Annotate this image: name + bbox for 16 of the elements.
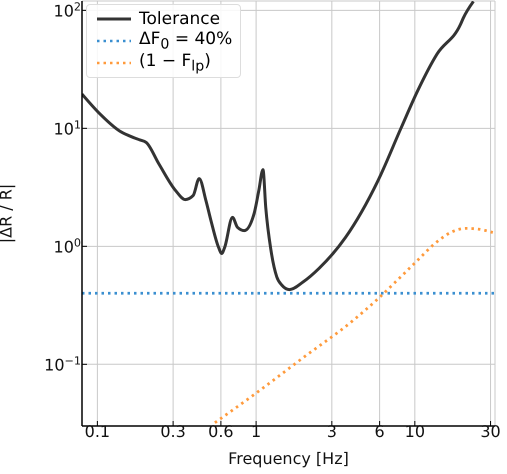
y-tick-label: 10$^{1}$	[54, 118, 81, 138]
y-tick-label: 10$^{−1}$	[44, 354, 81, 374]
y-tick-label: 10$^{2}$	[54, 0, 81, 20]
x-tick-label: 10	[404, 422, 425, 441]
x-tick-label: 3	[326, 422, 337, 441]
legend-label: (1 − F$_{lp}$)	[139, 51, 211, 75]
y-tick-label: 10$^{0}$	[54, 236, 81, 256]
x-tick-label: 0.6	[208, 422, 234, 441]
legend-label: ΔF$_{0}$ = 40%	[139, 29, 232, 53]
legend-label: Tolerance	[139, 9, 220, 29]
x-tick-label: 30	[480, 422, 501, 441]
x-tick-label: 6	[374, 422, 385, 441]
x-tick-label: 0.1	[84, 422, 110, 441]
x-tick-label: 1	[251, 422, 262, 441]
x-axis-title: Frequency [Hz]	[228, 449, 349, 468]
x-tick-label: 0.3	[160, 422, 186, 441]
